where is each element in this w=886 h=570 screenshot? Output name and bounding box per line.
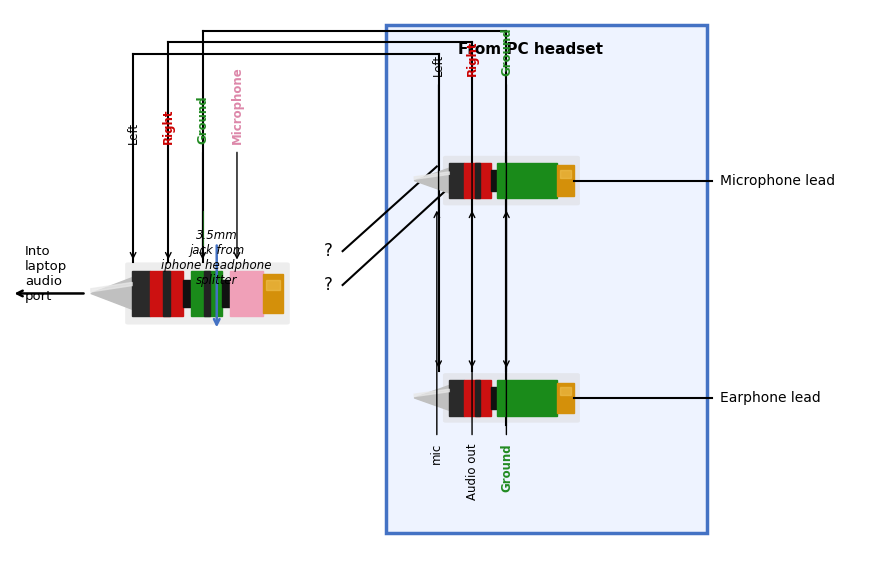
Text: Audio out: Audio out bbox=[465, 443, 478, 500]
Text: Microphone lead: Microphone lead bbox=[720, 174, 835, 188]
Polygon shape bbox=[163, 271, 169, 316]
Polygon shape bbox=[132, 271, 150, 316]
Polygon shape bbox=[557, 383, 573, 413]
Polygon shape bbox=[475, 163, 480, 198]
FancyBboxPatch shape bbox=[385, 25, 707, 534]
FancyBboxPatch shape bbox=[443, 156, 580, 205]
Polygon shape bbox=[267, 280, 280, 290]
Polygon shape bbox=[150, 271, 183, 316]
Text: Left: Left bbox=[432, 54, 445, 76]
Polygon shape bbox=[414, 168, 449, 193]
Polygon shape bbox=[464, 163, 491, 198]
Polygon shape bbox=[414, 389, 449, 397]
Polygon shape bbox=[497, 380, 557, 416]
Polygon shape bbox=[449, 163, 464, 198]
Text: Ground: Ground bbox=[500, 27, 513, 76]
Text: 3.5mm
jack from
iphone headphone
splitter: 3.5mm jack from iphone headphone splitte… bbox=[161, 229, 272, 287]
Polygon shape bbox=[449, 380, 464, 416]
Polygon shape bbox=[491, 170, 497, 191]
Polygon shape bbox=[560, 170, 571, 178]
Text: ?: ? bbox=[324, 242, 333, 260]
Polygon shape bbox=[464, 380, 491, 416]
Polygon shape bbox=[222, 280, 230, 307]
Text: Microphone: Microphone bbox=[230, 66, 244, 144]
Polygon shape bbox=[414, 385, 449, 410]
Text: Ground: Ground bbox=[500, 443, 513, 492]
Polygon shape bbox=[91, 282, 132, 292]
Polygon shape bbox=[263, 274, 283, 313]
Text: Earphone lead: Earphone lead bbox=[720, 391, 821, 405]
FancyBboxPatch shape bbox=[443, 373, 580, 423]
FancyBboxPatch shape bbox=[125, 262, 290, 324]
Polygon shape bbox=[204, 271, 210, 316]
Polygon shape bbox=[414, 172, 449, 180]
Polygon shape bbox=[91, 278, 132, 310]
Text: mic: mic bbox=[431, 443, 443, 465]
Polygon shape bbox=[230, 271, 263, 316]
Polygon shape bbox=[557, 165, 573, 196]
Polygon shape bbox=[191, 271, 222, 316]
Text: From PC headset: From PC headset bbox=[458, 42, 602, 58]
Polygon shape bbox=[491, 387, 497, 409]
Text: Right: Right bbox=[162, 108, 175, 144]
Polygon shape bbox=[560, 388, 571, 395]
Polygon shape bbox=[183, 280, 191, 307]
Text: ?: ? bbox=[324, 276, 333, 294]
Text: Left: Left bbox=[127, 122, 140, 144]
Text: Right: Right bbox=[465, 40, 478, 76]
Text: Into
laptop
audio
port: Into laptop audio port bbox=[25, 246, 67, 303]
Polygon shape bbox=[475, 380, 480, 416]
Polygon shape bbox=[497, 163, 557, 198]
Text: Ground: Ground bbox=[196, 95, 209, 144]
